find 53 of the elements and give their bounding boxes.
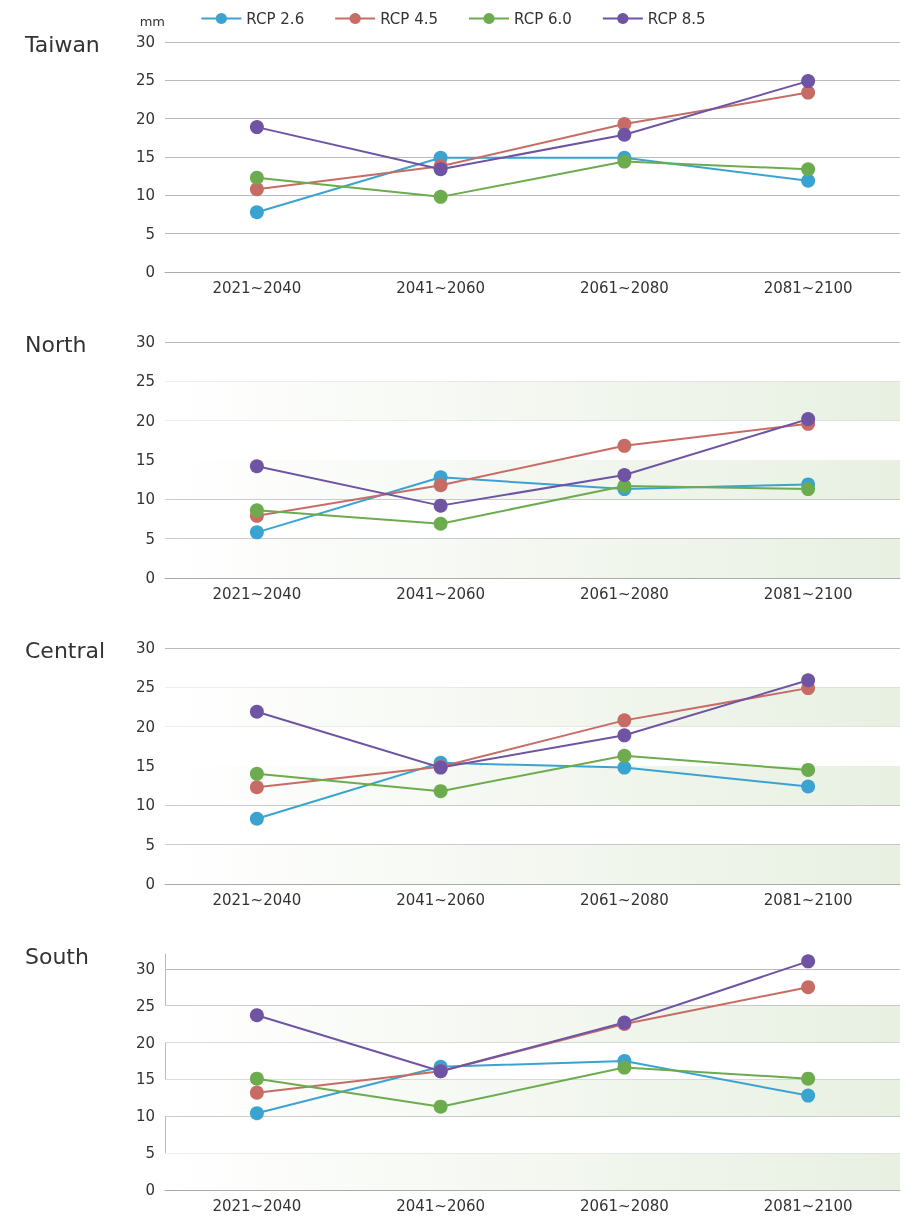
y-tick-label: 5 xyxy=(145,224,155,243)
x-tick-label: 2021~2040 xyxy=(212,890,302,909)
y-axis-title: mm xyxy=(139,14,165,29)
x-tick-label: 2061~2080 xyxy=(579,584,669,603)
y-tick-label: 0 xyxy=(145,569,155,587)
y-tick-label: 25 xyxy=(135,71,155,90)
chart-title: North xyxy=(25,331,87,357)
legend-label: RCP 4.5 xyxy=(380,9,439,28)
y-tick-label: 15 xyxy=(135,757,155,775)
legend-label: RCP 6.0 xyxy=(514,9,572,28)
y-tick-label: 0 xyxy=(145,263,155,281)
y-tick-label: 10 xyxy=(135,186,155,205)
y-tick-label: 0 xyxy=(145,875,155,893)
chart-title: Central xyxy=(25,637,106,663)
y-tick-label: 30 xyxy=(135,959,155,978)
x-tick-label: 2041~2060 xyxy=(396,890,486,909)
x-tick-label: 2081~2100 xyxy=(763,890,853,909)
x-tick-label: 2021~2040 xyxy=(212,1196,302,1215)
y-tick-label: 30 xyxy=(135,33,155,51)
x-tick-label: 2061~2080 xyxy=(579,890,669,909)
y-tick-label: 20 xyxy=(135,109,155,128)
y-tick-label: 15 xyxy=(135,451,155,469)
chart-title: Taiwan xyxy=(24,31,100,57)
x-tick-label: 2041~2060 xyxy=(396,1196,486,1215)
x-tick-label: 2021~2040 xyxy=(212,278,302,297)
x-tick-label: 2081~2100 xyxy=(763,278,853,297)
x-tick-label: 2041~2060 xyxy=(396,584,486,603)
y-tick-label: 20 xyxy=(135,717,155,736)
x-tick-label: 2061~2080 xyxy=(579,278,669,297)
y-tick-label: 15 xyxy=(135,148,155,166)
y-tick-label: 25 xyxy=(135,996,155,1015)
x-tick-label: 2081~2100 xyxy=(763,584,853,603)
x-tick-label: 2081~2100 xyxy=(763,1196,853,1215)
y-tick-label: 25 xyxy=(135,678,155,697)
y-tick-label: 15 xyxy=(135,1070,155,1089)
x-tick-label: 2041~2060 xyxy=(396,278,486,297)
y-tick-label: 20 xyxy=(135,411,155,430)
y-tick-label: 20 xyxy=(135,1033,155,1052)
y-tick-label: 25 xyxy=(135,372,155,391)
chart-title: South xyxy=(25,943,89,969)
x-tick-label: 2021~2040 xyxy=(212,584,302,603)
x-tick-label: 2061~2080 xyxy=(579,1196,669,1215)
y-tick-label: 30 xyxy=(135,333,155,351)
y-tick-label: 10 xyxy=(135,490,155,509)
y-tick-label: 5 xyxy=(145,529,155,548)
y-tick-label: 0 xyxy=(145,1181,155,1199)
y-tick-label: 5 xyxy=(145,835,155,854)
y-tick-label: 5 xyxy=(145,1144,155,1163)
legend-label: RCP 2.6 xyxy=(246,9,305,28)
y-tick-label: 10 xyxy=(135,796,155,815)
y-tick-label: 30 xyxy=(135,639,155,657)
legend-label: RCP 8.5 xyxy=(647,9,706,28)
y-tick-label: 10 xyxy=(135,1107,155,1126)
